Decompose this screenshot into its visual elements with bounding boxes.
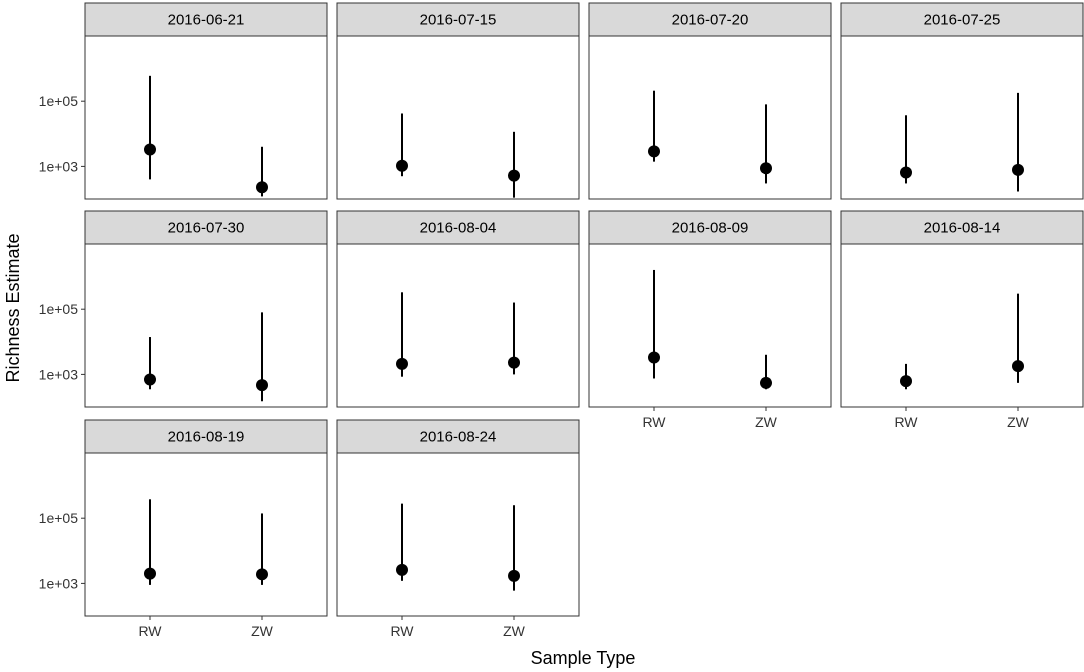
facet-panel: 2016-07-30 1e+03 1e+05: [39, 210, 328, 408]
facet-plot-area: [84, 452, 328, 617]
estimate-point: [256, 181, 268, 194]
facet-strip: [84, 419, 328, 454]
facet-strip-label: 2016-07-15: [420, 12, 497, 29]
facet-plot-area: [588, 243, 832, 408]
estimate-point: [648, 145, 660, 158]
x-axis-title: Sample Type: [531, 648, 636, 668]
facet-strip: [336, 210, 580, 245]
estimate-point: [144, 143, 156, 156]
facet-strip: [84, 2, 328, 37]
facet-grid: 2016-06-21 1e+03 1e+05 2016-07-15 2016-07-20…: [39, 2, 1084, 639]
facet-strip-label: 2016-08-09: [672, 220, 749, 237]
x-tick-label: RW: [894, 414, 918, 430]
facet-strip-label: 2016-07-25: [924, 12, 1001, 29]
estimate-point: [900, 166, 912, 179]
x-tick-label: ZW: [755, 414, 778, 430]
facet-strip-label: 2016-06-21: [168, 12, 245, 29]
facet-plot-area: [840, 35, 1084, 200]
estimate-point: [1012, 360, 1024, 373]
estimate-point: [900, 375, 912, 388]
y-axis-title: Richness Estimate: [3, 233, 23, 382]
facet-plot-area: [336, 243, 580, 408]
estimate-point: [396, 563, 408, 576]
x-tick-label: RW: [138, 623, 162, 639]
facet-panel: 2016-08-19 1e+03 1e+05 RW ZW: [39, 419, 328, 639]
x-tick-label: ZW: [251, 623, 274, 639]
estimate-point: [760, 376, 772, 389]
y-tick-label: 1e+05: [39, 93, 79, 109]
facet-strip-label: 2016-08-19: [168, 429, 245, 446]
estimate-point: [396, 159, 408, 172]
facet-panel: 2016-08-04: [336, 210, 580, 408]
facet-panel: 2016-06-21 1e+03 1e+05: [39, 2, 328, 200]
estimate-point: [760, 162, 772, 175]
facet-panel: 2016-08-09 RW ZW: [588, 210, 832, 430]
y-tick-label: 1e+03: [39, 575, 79, 591]
facet-strip: [588, 210, 832, 245]
facet-plot-area: [336, 452, 580, 617]
facet-panel: 2016-07-15: [336, 2, 580, 200]
estimate-point: [1012, 163, 1024, 176]
y-tick-label: 1e+03: [39, 158, 79, 174]
facet-panel: 2016-08-14 RW ZW: [840, 210, 1084, 430]
facet-plot-area: [588, 35, 832, 200]
facet-strip: [84, 210, 328, 245]
facet-strip-label: 2016-08-24: [420, 429, 497, 446]
estimate-point: [508, 569, 520, 582]
estimate-point: [508, 356, 520, 369]
facet-panel: 2016-07-20: [588, 2, 832, 200]
facet-panel: 2016-08-24 RW ZW: [336, 419, 580, 639]
facet-plot-area: [336, 35, 580, 200]
facet-strip: [588, 2, 832, 37]
facet-panel: 2016-07-25: [840, 2, 1084, 200]
x-tick-label: RW: [642, 414, 666, 430]
estimate-point: [256, 568, 268, 581]
facet-strip-label: 2016-07-30: [168, 220, 245, 237]
estimate-point: [144, 373, 156, 386]
facet-strip-label: 2016-08-04: [420, 220, 497, 237]
facet-plot-area: [840, 243, 1084, 408]
estimate-point: [648, 351, 660, 364]
x-tick-label: ZW: [503, 623, 526, 639]
estimate-point: [144, 567, 156, 580]
estimate-point: [396, 357, 408, 370]
estimate-point: [256, 379, 268, 392]
facet-plot-area: [84, 243, 328, 408]
facet-strip: [840, 210, 1084, 245]
y-tick-label: 1e+03: [39, 366, 79, 382]
facet-strip-label: 2016-07-20: [672, 12, 749, 29]
estimate-point: [508, 169, 520, 182]
y-tick-label: 1e+05: [39, 510, 79, 526]
facet-strip: [336, 419, 580, 454]
facet-strip: [840, 2, 1084, 37]
x-tick-label: ZW: [1007, 414, 1030, 430]
x-tick-label: RW: [390, 623, 414, 639]
facet-strip-label: 2016-08-14: [924, 220, 1001, 237]
y-tick-label: 1e+05: [39, 301, 79, 317]
facet-plot-area: [84, 35, 328, 200]
